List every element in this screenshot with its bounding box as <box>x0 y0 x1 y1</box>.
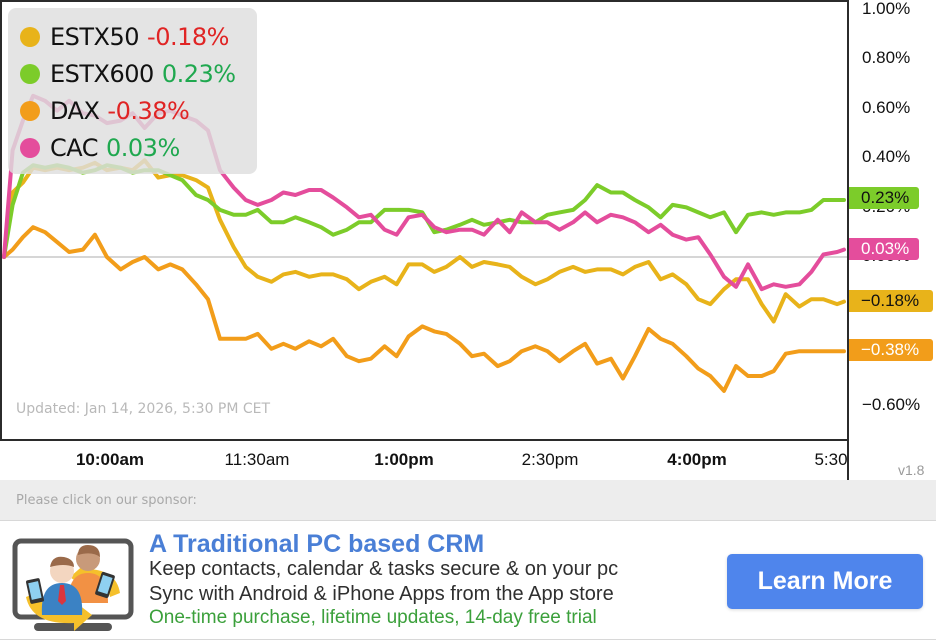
x-tick: 11:30am <box>224 450 290 469</box>
estx600-dot-icon <box>20 63 40 84</box>
legend-item-dax[interactable]: DAX -0.38% <box>20 92 257 129</box>
y-tick: 0.80% <box>862 48 911 67</box>
y-tick: 0.60% <box>862 98 911 117</box>
cac-dot-icon <box>20 137 40 158</box>
version-label: v1.8 <box>898 462 925 478</box>
legend-change: 0.03% <box>106 133 180 162</box>
x-tick: 10:00am <box>75 450 145 469</box>
chart-legend: ESTX50 -0.18% ESTX600 0.23% DAX -0.38% C… <box>8 8 257 174</box>
y-axis-divider <box>847 0 849 480</box>
legend-name: CAC <box>50 133 99 162</box>
legend-change: -0.38% <box>107 96 190 125</box>
estx50-value-badge: −0.18% <box>849 290 933 312</box>
learn-more-button[interactable]: Learn More <box>727 554 923 609</box>
x-tick: 4:00pm <box>667 450 727 469</box>
legend-name: DAX <box>50 96 100 125</box>
legend-change: 0.23% <box>161 59 236 88</box>
ad-offer-line: One-time purchase, lifetime updates, 14-… <box>149 607 597 628</box>
cac-value-badge: 0.03% <box>849 238 920 260</box>
dax-value-badge: −0.38% <box>849 339 933 361</box>
sponsor-ad[interactable]: A Traditional PC based CRM Keep contacts… <box>0 520 936 640</box>
y-tick: 0.40% <box>862 147 911 166</box>
legend-item-estx50[interactable]: ESTX50 -0.18% <box>20 18 257 55</box>
estx600-value-badge: 0.23% <box>849 187 920 209</box>
legend-item-cac[interactable]: CAC 0.03% <box>20 129 257 166</box>
sponsor-section: Please click on our sponsor: A Tradition… <box>0 480 936 640</box>
ad-text-line: Sync with Android & iPhone Apps from the… <box>149 583 614 605</box>
legend-item-estx600[interactable]: ESTX600 0.23% <box>20 55 257 92</box>
updated-timestamp: Updated: Jan 14, 2026, 5:30 PM CET <box>16 401 271 417</box>
dax-line <box>2 225 846 393</box>
legend-change: -0.18% <box>147 22 229 51</box>
dax-dot-icon <box>20 100 40 121</box>
legend-name: ESTX600 <box>50 59 154 88</box>
market-chart: ESTX50 -0.18% ESTX600 0.23% DAX -0.38% C… <box>0 0 933 480</box>
x-tick: 5:30 <box>814 450 848 469</box>
y-tick: −0.60% <box>862 395 921 414</box>
ad-title[interactable]: A Traditional PC based CRM <box>149 530 485 558</box>
legend-name: ESTX50 <box>50 22 140 51</box>
estx50-dot-icon <box>20 26 40 47</box>
ad-text-line: Keep contacts, calendar & tasks secure &… <box>149 558 619 580</box>
crm-people-monitor-icon[interactable] <box>12 535 134 635</box>
sponsor-label: Please click on our sponsor: <box>16 493 197 508</box>
x-tick: 2:30pm <box>521 450 579 469</box>
y-tick: 1.00% <box>862 0 911 18</box>
x-tick: 1:00pm <box>374 450 434 469</box>
